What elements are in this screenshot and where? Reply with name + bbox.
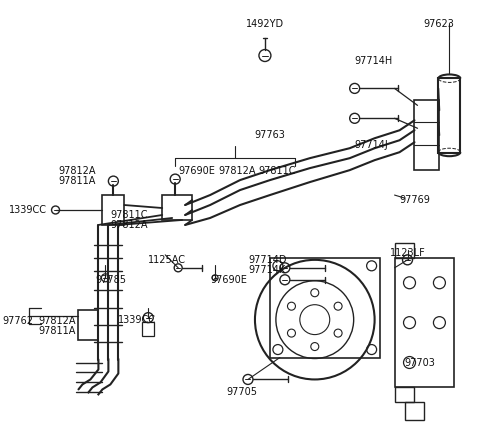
Text: 97812A: 97812A xyxy=(110,220,148,230)
Bar xyxy=(405,402,424,420)
Text: 1123LF: 1123LF xyxy=(390,248,425,258)
Bar xyxy=(270,258,380,357)
Text: 97812A: 97812A xyxy=(38,315,76,326)
Text: 97705: 97705 xyxy=(227,388,257,397)
Bar xyxy=(395,258,455,388)
Text: 97762: 97762 xyxy=(3,315,34,326)
Bar xyxy=(102,195,124,225)
Text: 97714D: 97714D xyxy=(248,255,287,265)
Text: 97811C: 97811C xyxy=(110,210,148,220)
Text: 97812A: 97812A xyxy=(59,166,96,176)
Text: 97714J: 97714J xyxy=(355,140,388,150)
Text: 97623: 97623 xyxy=(423,19,455,29)
Text: 97769: 97769 xyxy=(399,195,431,205)
Text: 97785: 97785 xyxy=(96,275,126,285)
Bar xyxy=(415,100,439,170)
Bar xyxy=(78,310,98,340)
Bar xyxy=(395,243,415,258)
Bar xyxy=(162,195,192,220)
Text: 97714K: 97714K xyxy=(248,265,285,275)
Text: 1125AC: 1125AC xyxy=(148,255,186,265)
Text: 97763: 97763 xyxy=(254,130,285,140)
Bar xyxy=(142,322,154,335)
Text: 97811C: 97811C xyxy=(258,166,296,176)
Bar xyxy=(395,388,415,402)
Text: 1339CC: 1339CC xyxy=(119,315,156,325)
Text: 1339CC: 1339CC xyxy=(9,205,47,215)
Text: 97690E: 97690E xyxy=(210,275,247,285)
Bar xyxy=(438,78,460,153)
Text: 97690E: 97690E xyxy=(178,166,215,176)
Text: 97714H: 97714H xyxy=(355,56,393,66)
Text: 1492YD: 1492YD xyxy=(246,19,284,29)
Text: 97703: 97703 xyxy=(405,357,435,368)
Text: 97811A: 97811A xyxy=(38,326,76,336)
Text: 97812A: 97812A xyxy=(218,166,255,176)
Text: 97811A: 97811A xyxy=(59,176,96,186)
